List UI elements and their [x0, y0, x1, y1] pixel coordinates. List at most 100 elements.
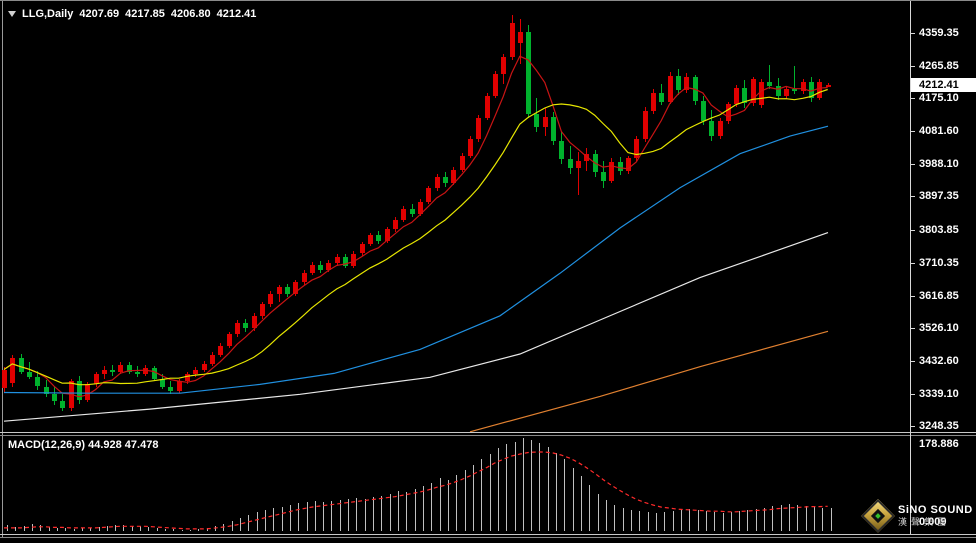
- macd-histogram-bar: [140, 526, 142, 531]
- macd-histogram-bar: [373, 497, 375, 531]
- price-chart-pane[interactable]: [2, 1, 910, 432]
- macd-histogram-bar: [423, 486, 424, 531]
- candle-body: [501, 56, 507, 74]
- candle-body: [76, 381, 82, 400]
- candle-body: [43, 386, 49, 394]
- candle-body: [151, 368, 157, 379]
- candle-body: [384, 229, 390, 241]
- axis-tick: [910, 98, 915, 100]
- candle-body: [542, 116, 548, 127]
- window-left-border: [2, 1, 3, 538]
- candle-body: [309, 264, 315, 273]
- macd-histogram-bar: [148, 526, 150, 531]
- candle-body: [642, 110, 648, 139]
- macd-histogram-bar: [581, 476, 583, 531]
- candle-body: [509, 22, 515, 57]
- macd-histogram-bar: [223, 523, 225, 531]
- macd-histogram-bar: [780, 505, 782, 531]
- candle-wick: [578, 152, 580, 195]
- macd-histogram-bar: [231, 521, 233, 531]
- window-bottom-border: [0, 534, 976, 535]
- candle-body: [551, 116, 557, 141]
- candle-body: [26, 372, 32, 377]
- macd-histogram-bar: [264, 510, 266, 531]
- macd-histogram-bar: [481, 458, 483, 531]
- axis-tick: [910, 295, 915, 297]
- candle-body: [2, 369, 7, 389]
- axis-price-label: 3248.35: [919, 420, 959, 432]
- macd-scale-max: 178.886: [919, 438, 959, 450]
- axis-tick: [910, 164, 915, 166]
- candle-body: [592, 153, 598, 173]
- candle-body: [276, 287, 282, 294]
- macd-histogram-bar: [680, 510, 682, 531]
- candle-body: [326, 262, 332, 270]
- macd-histogram-bar: [705, 511, 707, 531]
- macd-histogram-bar: [631, 510, 632, 531]
- symbol-dropdown-icon[interactable]: [8, 11, 16, 17]
- axis-price-label: 4359.35: [919, 27, 959, 39]
- macd-histogram-bar: [647, 512, 649, 531]
- macd-histogram-bar: [40, 525, 42, 531]
- quote-open: 4207.69: [79, 8, 120, 20]
- macd-histogram-bar: [215, 525, 216, 531]
- candle-body: [35, 376, 41, 387]
- macd-histogram-bar: [547, 447, 549, 531]
- macd-histogram-bar: [572, 467, 574, 531]
- axis-price-label: 3988.10: [919, 158, 959, 171]
- macd-histogram-bar: [389, 493, 391, 531]
- axis-tick: [910, 131, 915, 133]
- candle-body: [717, 121, 723, 137]
- candle-body: [634, 138, 640, 159]
- candle-body: [51, 393, 57, 402]
- candle-body: [709, 121, 715, 137]
- candle-body: [426, 188, 432, 202]
- macd-histogram-bar: [331, 500, 333, 531]
- candle-body: [110, 369, 116, 373]
- macd-histogram-bar: [822, 507, 824, 531]
- axis-tick: [910, 262, 915, 264]
- macd-histogram-bar: [764, 507, 766, 531]
- axis-price-label: 3897.35: [919, 190, 959, 203]
- candle-body: [459, 155, 465, 170]
- candle-body: [368, 235, 374, 245]
- candle-body: [684, 76, 690, 91]
- macd-histogram-bar: [655, 512, 657, 531]
- macd-histogram-bar: [589, 485, 591, 531]
- candle-body: [301, 272, 307, 283]
- macd-histogram-bar: [730, 512, 732, 531]
- macd-histogram-bar: [531, 439, 533, 531]
- macd-histogram-bar: [714, 512, 716, 531]
- macd-histogram-bar: [181, 529, 183, 531]
- macd-histogram-bar: [156, 527, 158, 531]
- macd-histogram-bar: [56, 527, 58, 531]
- pane-separator[interactable]: [0, 432, 976, 433]
- candle-body: [767, 81, 773, 86]
- candle-body: [293, 282, 299, 294]
- candle-body: [451, 170, 457, 183]
- macd-histogram-bar: [90, 528, 92, 531]
- macd-histogram-bar: [165, 528, 167, 531]
- candle-body: [243, 322, 249, 329]
- candle-body: [234, 322, 240, 335]
- quote-close: 4212.41: [216, 8, 257, 20]
- macd-histogram-bar: [190, 530, 192, 532]
- window-bottom-border: [0, 537, 976, 538]
- macd-histogram-bar: [497, 448, 499, 531]
- macd-histogram-bar: [348, 499, 350, 531]
- candle-body: [784, 88, 790, 97]
- macd-histogram-bar: [398, 490, 400, 531]
- macd-histogram-bar: [23, 525, 25, 531]
- candle-body: [318, 264, 324, 270]
- pane-separator[interactable]: [0, 435, 976, 436]
- macd-histogram-bar: [414, 489, 416, 531]
- candle-body: [484, 95, 490, 118]
- logo-text-en: SiNO SOUND: [898, 504, 973, 516]
- macd-histogram-bar: [198, 529, 200, 531]
- candle-body: [259, 304, 265, 316]
- macd-histogram-bar: [456, 475, 458, 531]
- macd-indicator-label: MACD(12,26,9) 44.928 47.478: [8, 439, 158, 451]
- macd-histogram-bar: [697, 510, 699, 531]
- quote-low: 4206.80: [170, 8, 211, 20]
